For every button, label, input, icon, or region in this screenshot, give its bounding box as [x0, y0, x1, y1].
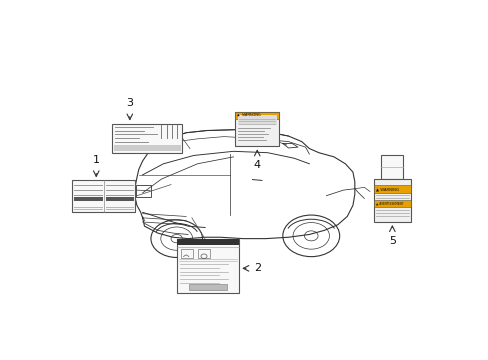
- Bar: [235, 112, 279, 118]
- Text: ▲ WARNING: ▲ WARNING: [237, 113, 261, 117]
- Text: ▲ WARNING: ▲ WARNING: [375, 187, 398, 191]
- Bar: [176, 239, 239, 245]
- Bar: [237, 116, 276, 125]
- Text: 1: 1: [93, 155, 100, 165]
- Bar: [180, 249, 193, 257]
- Text: 2: 2: [253, 264, 260, 273]
- Bar: [114, 145, 180, 151]
- Bar: [112, 123, 182, 153]
- Bar: [197, 249, 210, 257]
- Bar: [189, 284, 226, 290]
- Bar: [72, 180, 135, 212]
- Text: ▲ AVERTISSEMENT: ▲ AVERTISSEMENT: [375, 201, 403, 205]
- Bar: [235, 112, 279, 146]
- Text: 3: 3: [126, 98, 133, 108]
- Bar: [176, 239, 239, 293]
- Bar: [373, 185, 410, 193]
- Text: 5: 5: [388, 236, 395, 246]
- Bar: [105, 197, 134, 201]
- Bar: [373, 200, 410, 207]
- Bar: [381, 156, 403, 179]
- Bar: [373, 179, 410, 222]
- Bar: [74, 197, 103, 201]
- Text: 4: 4: [253, 160, 260, 170]
